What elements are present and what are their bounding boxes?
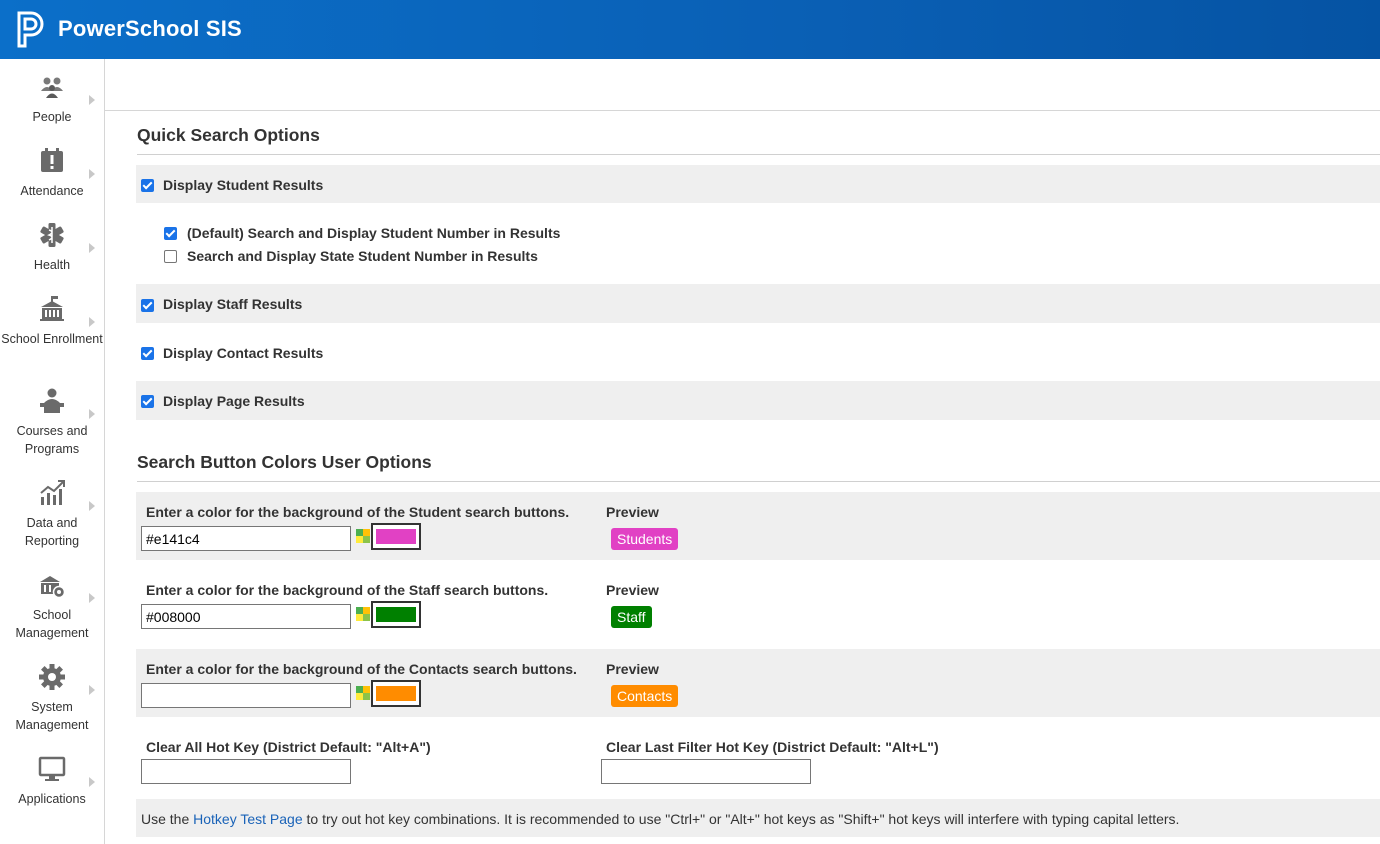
sidebar-item-label: School Enrollment	[1, 332, 103, 346]
clear-all-hotkey-input[interactable]	[141, 759, 351, 784]
staff-results-row: Display Staff Results	[136, 284, 1380, 323]
staff-results-label: Display Staff Results	[163, 296, 303, 312]
contact-results-checkbox[interactable]	[141, 347, 154, 360]
sidebar-item-people[interactable]: People	[0, 73, 104, 126]
sidebar-item-label: Attendance	[20, 184, 84, 198]
color-picker-icon[interactable]	[356, 686, 370, 700]
contacts-preview-button: Contacts	[611, 685, 679, 707]
sidebar-item-attendance[interactable]: Attendance	[0, 147, 104, 200]
app-title: PowerSchool SIS	[58, 16, 242, 41]
sidebar-item-applications[interactable]: Applications	[0, 755, 104, 808]
main-top-strip	[105, 59, 1380, 111]
hotkey-note: Use the Hotkey Test Page to try out hot …	[141, 811, 1179, 827]
chevron-right-icon	[89, 95, 95, 105]
sidebar-item-label: Courses and Programs	[16, 424, 88, 456]
page-results-label: Display Page Results	[163, 393, 305, 409]
sidebar-item-label: System Management	[15, 700, 89, 732]
sidebar-item-system-management[interactable]: System Management	[0, 663, 104, 734]
students-preview-button: Students	[611, 528, 679, 550]
powerschool-logo-icon[interactable]	[17, 11, 47, 48]
section-divider	[137, 154, 1380, 155]
chevron-right-icon	[89, 169, 95, 179]
student-color-row: Enter a color for the background of the …	[136, 492, 1380, 560]
chevron-right-icon	[89, 593, 95, 603]
health-icon	[40, 223, 64, 247]
chevron-right-icon	[89, 409, 95, 419]
student-number-row: (Default) Search and Display Student Num…	[136, 220, 1380, 244]
sidebar-item-label: Health	[33, 258, 71, 272]
hotkeys-row: Clear All Hot Key (District Default: "Al…	[136, 727, 1380, 789]
chevron-right-icon	[89, 317, 95, 327]
people-icon	[41, 77, 63, 98]
state-student-number-label: Search and Display State Student Number …	[187, 248, 538, 264]
color-picker-icon[interactable]	[356, 529, 370, 543]
chevron-right-icon	[89, 685, 95, 695]
student-number-checkbox[interactable]	[164, 227, 177, 240]
sidebar-item-school-enrollment[interactable]: School Enrollment	[0, 295, 104, 348]
note-suffix: to try out hot key combinations. It is r…	[302, 811, 1180, 827]
clear-all-hotkey-label: Clear All Hot Key (District Default: "Al…	[146, 739, 431, 755]
contact-results-label: Display Contact Results	[163, 345, 324, 361]
sidebar-item-label: Data and Reporting	[24, 516, 80, 548]
sidebar-item-label: School Management	[15, 608, 89, 640]
student-color-label: Enter a color for the background of the …	[146, 504, 570, 520]
preview-label: Preview	[606, 504, 659, 520]
hotkey-test-page-link[interactable]: Hotkey Test Page	[193, 811, 303, 827]
staff-color-row: Enter a color for the background of the …	[136, 570, 1380, 638]
search-button-colors-title: Search Button Colors User Options	[137, 452, 432, 472]
attendance-icon	[41, 148, 63, 172]
chevron-right-icon	[89, 777, 95, 787]
note-prefix: Use the	[141, 811, 194, 827]
contacts-color-input[interactable]	[141, 683, 351, 708]
sidebar-item-data-and-reporting[interactable]: Data and Reporting	[0, 479, 104, 550]
hotkey-note-row: Use the Hotkey Test Page to try out hot …	[136, 799, 1380, 837]
monitor-icon	[38, 756, 66, 781]
sidebar-item-school-management[interactable]: School Management	[0, 571, 104, 642]
school-enrollment-icon	[40, 296, 64, 321]
school-management-icon	[40, 576, 66, 599]
page-results-row: Display Page Results	[136, 381, 1380, 420]
chart-icon	[40, 480, 65, 505]
sidebar-item-health[interactable]: Health	[0, 221, 104, 274]
courses-icon	[40, 388, 64, 413]
student-results-row: Display Student Results	[136, 165, 1380, 203]
staff-results-checkbox[interactable]	[141, 299, 154, 312]
student-number-label: (Default) Search and Display Student Num…	[187, 225, 561, 241]
color-picker-icon[interactable]	[356, 607, 370, 621]
clear-last-filter-hotkey-label: Clear Last Filter Hot Key (District Defa…	[606, 739, 939, 755]
preview-label: Preview	[606, 582, 659, 598]
student-results-checkbox[interactable]	[141, 179, 154, 192]
clear-last-filter-hotkey-input[interactable]	[601, 759, 811, 784]
contacts-color-swatch[interactable]	[371, 680, 421, 707]
staff-color-swatch[interactable]	[371, 601, 421, 628]
preview-label: Preview	[606, 661, 659, 677]
state-student-number-checkbox[interactable]	[164, 250, 177, 263]
contacts-color-label: Enter a color for the background of the …	[146, 661, 577, 677]
chevron-right-icon	[89, 243, 95, 253]
quick-search-title: Quick Search Options	[137, 125, 320, 145]
staff-color-label: Enter a color for the background of the …	[146, 582, 549, 598]
section-divider	[137, 481, 1380, 482]
top-header-bar: PowerSchool SIS	[0, 0, 1380, 59]
sidebar-item-label: People	[32, 110, 72, 124]
student-color-input[interactable]	[141, 526, 351, 551]
sidebar-nav: People Attendance Health	[0, 59, 105, 844]
chevron-right-icon	[89, 501, 95, 511]
sidebar-item-label: Applications	[18, 792, 86, 806]
contact-results-row: Display Contact Results	[136, 333, 1380, 372]
contacts-color-row: Enter a color for the background of the …	[136, 649, 1380, 717]
state-student-number-row: Search and Display State Student Number …	[136, 243, 1380, 267]
student-color-swatch[interactable]	[371, 523, 421, 550]
page-results-checkbox[interactable]	[141, 395, 154, 408]
staff-color-input[interactable]	[141, 604, 351, 629]
gear-icon	[39, 664, 65, 690]
staff-preview-button: Staff	[611, 606, 652, 628]
sidebar-item-courses-and-programs[interactable]: Courses and Programs	[0, 387, 104, 458]
student-results-label: Display Student Results	[163, 177, 324, 193]
